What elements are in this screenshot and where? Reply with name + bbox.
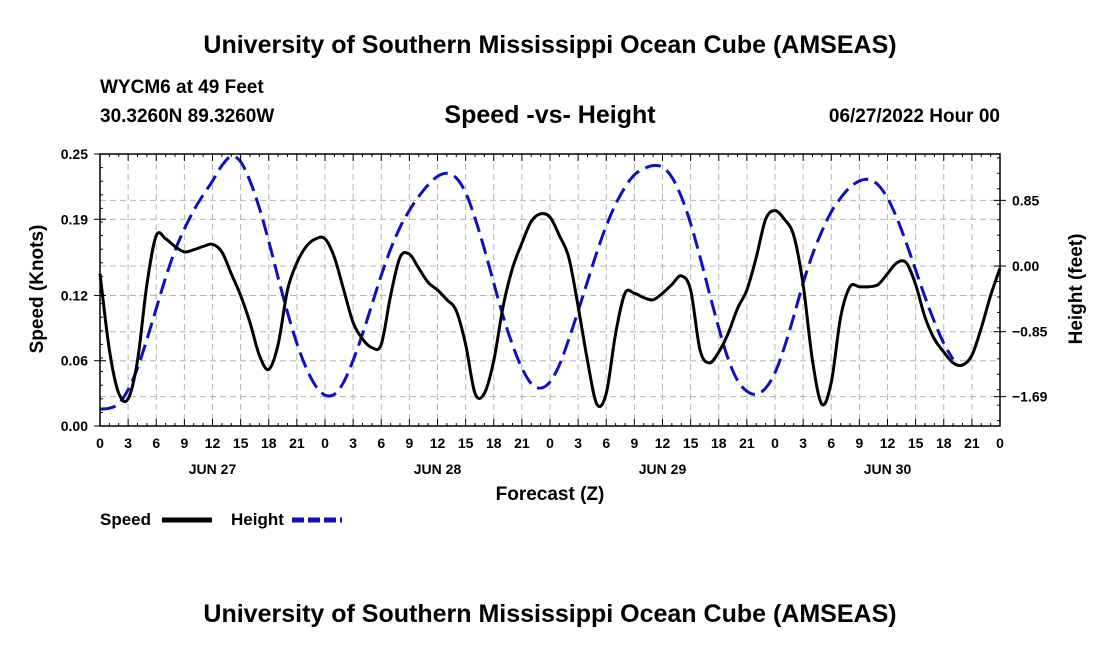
x-tick-label: 0: [771, 435, 779, 451]
x-tick-label: 18: [261, 435, 277, 451]
y2-tick-label: 0.00: [1012, 258, 1039, 274]
x-tick-label: 12: [655, 435, 671, 451]
series-layer: [98, 154, 1002, 411]
chart-title: Speed -vs- Height: [444, 101, 656, 129]
x-tick-label: 18: [486, 435, 502, 451]
y2-tick-label: −1.69: [1012, 389, 1048, 405]
x-tick-label: 12: [430, 435, 446, 451]
x-tick-label: 12: [205, 435, 221, 451]
x-day-label: JUN 27: [189, 461, 237, 477]
main-title-top: University of Southern Mississippi Ocean…: [203, 31, 897, 59]
y2-tick-label: −0.85: [1012, 324, 1048, 340]
x-tick-label: 6: [827, 435, 835, 451]
y-tick-label: 0.12: [61, 287, 88, 303]
location-label: 30.3260N 89.3260W: [100, 106, 275, 127]
x-tick-label: 15: [683, 435, 699, 451]
series-line-height: [99, 154, 955, 411]
legend-label-speed: Speed: [100, 510, 151, 529]
x-tick-label: 18: [936, 435, 952, 451]
x-tick-label: 9: [180, 435, 188, 451]
x-tick-label: 3: [124, 435, 132, 451]
y-axis-title: Speed (Knots): [27, 225, 48, 354]
x-tick-label: 15: [233, 435, 249, 451]
x-tick-label: 21: [514, 435, 530, 451]
x-tick-label: 0: [96, 435, 104, 451]
x-tick-label: 0: [321, 435, 329, 451]
date-label: 06/27/2022 Hour 00: [828, 106, 1000, 127]
grid: [100, 154, 1000, 426]
x-axis-title: Forecast (Z): [496, 484, 605, 505]
x-tick-label: 12: [880, 435, 896, 451]
y-tick-label: 0.25: [61, 146, 88, 162]
x-tick-label: 6: [152, 435, 160, 451]
x-tick-label: 15: [458, 435, 474, 451]
x-tick-label: 3: [349, 435, 357, 451]
x-tick-label: 15: [908, 435, 924, 451]
x-tick-label: 3: [574, 435, 582, 451]
x-tick-label: 9: [405, 435, 413, 451]
y-tick-label: 0.00: [61, 418, 88, 434]
station-label: WYCM6 at 49 Feet: [100, 77, 264, 98]
x-tick-label: 21: [739, 435, 755, 451]
x-tick-label: 21: [964, 435, 980, 451]
y2-tick-label: 0.85: [1012, 192, 1039, 208]
x-tick-label: 3: [799, 435, 807, 451]
main-title-bottom: University of Southern Mississippi Ocean…: [203, 600, 897, 628]
x-tick-label: 21: [289, 435, 305, 451]
y2-axis-title: Height (feet): [1066, 234, 1087, 345]
series-line-speed: [98, 209, 1002, 408]
x-tick-label: 9: [855, 435, 863, 451]
x-tick-label: 9: [630, 435, 638, 451]
legend: Speed Height: [100, 510, 342, 529]
x-tick-label: 0: [546, 435, 554, 451]
x-tick-label: 6: [602, 435, 610, 451]
x-day-label: JUN 30: [864, 461, 912, 477]
y-tick-label: 0.06: [61, 353, 88, 369]
x-tick-label: 6: [377, 435, 385, 451]
x-day-label: JUN 29: [639, 461, 687, 477]
x-tick-label: 18: [711, 435, 727, 451]
legend-label-height: Height: [231, 510, 284, 529]
y-tick-label: 0.19: [61, 211, 88, 227]
x-tick-label: 0: [996, 435, 1004, 451]
x-day-label: JUN 28: [414, 461, 462, 477]
axes: 0 3 6 9 12 15 18 21 0 3 6 9 12 15 18 21 0 3 6 9 12 15 18 21 0 3 6 9…: [61, 146, 1048, 477]
